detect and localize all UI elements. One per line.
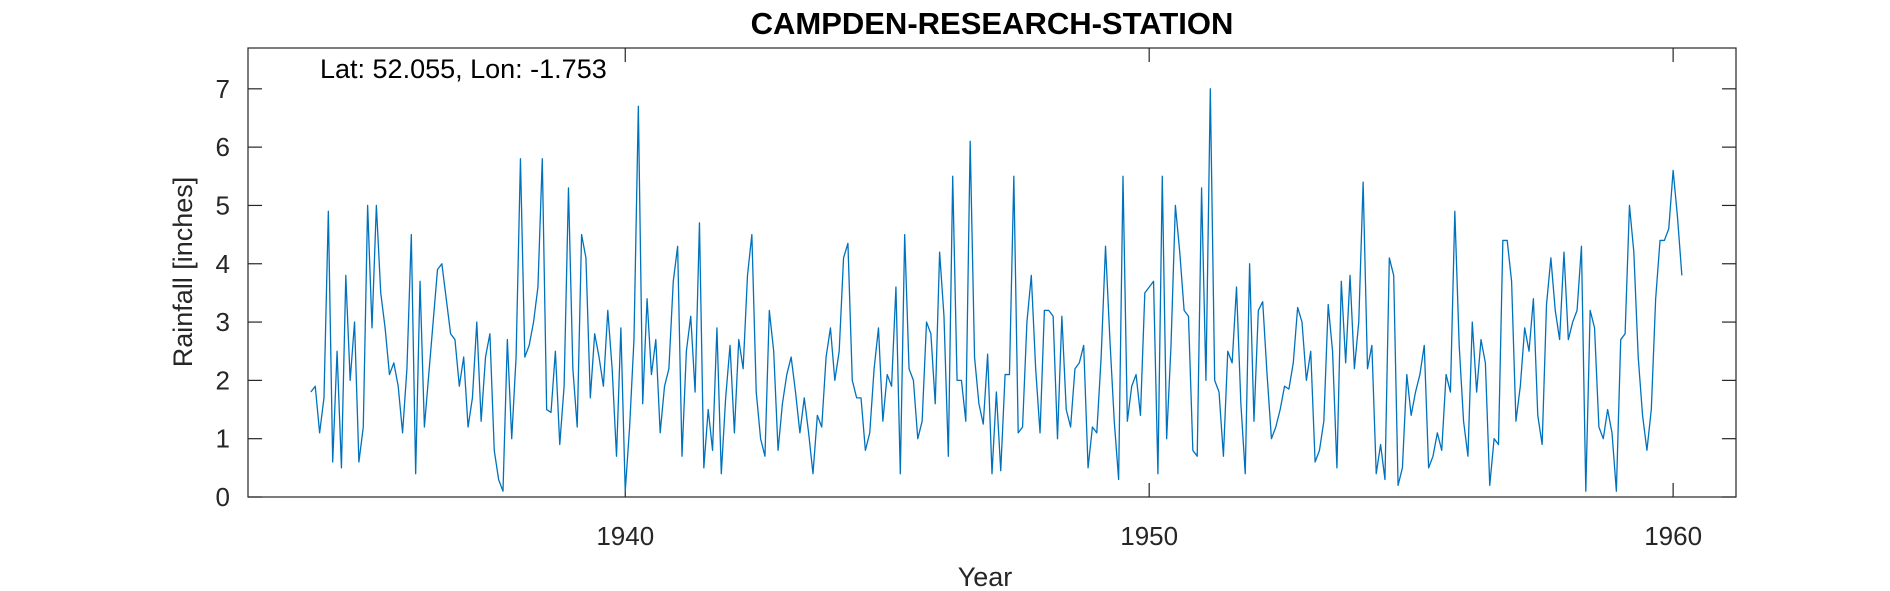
y-axis-ticks: 0 1 2 3 4 5 6 7	[216, 74, 1736, 512]
y-tick-label: 7	[216, 74, 230, 104]
y-tick-label: 2	[216, 365, 230, 395]
y-axis-label: Rainfall [inches]	[168, 177, 198, 368]
x-tick-label: 1960	[1644, 521, 1702, 551]
y-tick-label: 0	[216, 482, 230, 512]
location-annotation: Lat: 52.055, Lon: -1.753	[320, 54, 607, 84]
series-group	[310, 88, 1683, 492]
y-tick-label: 3	[216, 307, 230, 337]
x-axis-ticks: 1940 1950 1960	[596, 48, 1702, 551]
x-tick-label: 1940	[596, 521, 654, 551]
y-tick-label: 6	[216, 132, 230, 162]
y-tick-label: 4	[216, 249, 230, 279]
plot-area	[247, 47, 1737, 498]
rainfall-series-line	[310, 88, 1683, 492]
x-tick-label: 1950	[1120, 521, 1178, 551]
y-tick-label: 1	[216, 424, 230, 454]
chart-title: CAMPDEN-RESEARCH-STATION	[751, 6, 1234, 41]
x-axis-label: Year	[958, 562, 1013, 591]
y-tick-label: 5	[216, 190, 230, 220]
